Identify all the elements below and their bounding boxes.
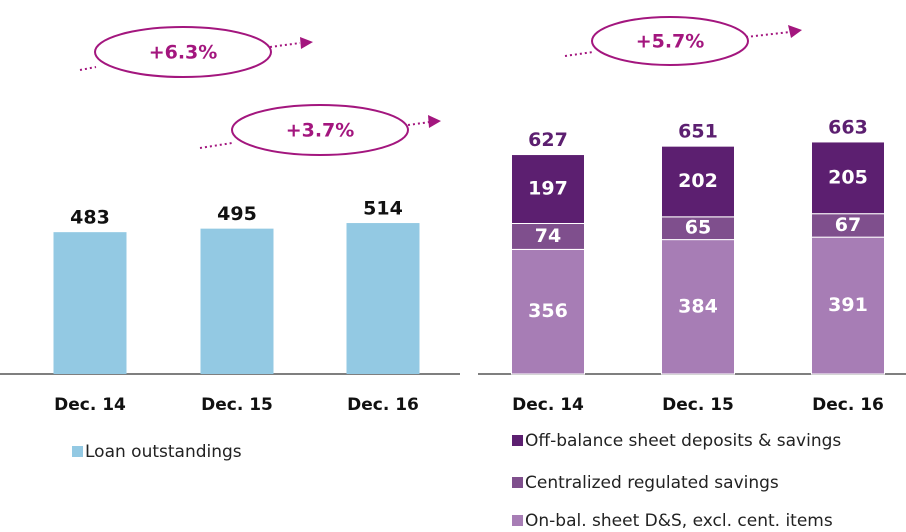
bar-segment [661, 239, 735, 375]
legend-label: Centralized regulated savings [525, 473, 779, 493]
value-label: 205 [828, 166, 868, 188]
value-label: 65 [685, 217, 711, 239]
legend-swatch [512, 477, 523, 488]
legend-label: Off-balance sheet deposits & savings [525, 431, 841, 451]
annotation: +3.7% [286, 120, 355, 142]
bar-segment [811, 141, 885, 215]
legend-swatch [512, 515, 523, 526]
annotation: +6.3% [149, 42, 218, 64]
legend-swatch [512, 435, 523, 446]
value-label: 514 [363, 198, 403, 220]
value-label: 483 [70, 207, 110, 229]
bar-segment [511, 154, 585, 224]
bar [200, 228, 274, 374]
x-tick-label: Dec. 16 [812, 395, 884, 415]
legend-label: On-bal. sheet D&S, excl. cent. items [525, 511, 833, 531]
value-label: 202 [678, 170, 718, 192]
growth-arrows [79, 16, 791, 156]
legend-swatch [72, 446, 83, 457]
arrow-heads [300, 25, 802, 128]
bar [346, 223, 420, 374]
value-label: 67 [835, 214, 861, 236]
total-label: 651 [678, 121, 718, 143]
value-label: 356 [528, 300, 568, 322]
total-label: 663 [828, 116, 868, 138]
value-label: 74 [535, 225, 561, 247]
x-tick-label: Dec. 15 [662, 395, 734, 415]
x-tick-label: Dec. 14 [512, 395, 584, 415]
value-label: 495 [217, 203, 257, 225]
total-label: 627 [528, 129, 568, 151]
bar-segment [511, 223, 585, 250]
annotation: +5.7% [636, 31, 705, 53]
value-label: 391 [828, 294, 868, 316]
value-label: 197 [528, 178, 568, 200]
bar-segment [661, 145, 735, 218]
x-tick-label: Dec. 14 [54, 395, 126, 415]
x-tick-label: Dec. 15 [201, 395, 273, 415]
value-label: 384 [678, 295, 718, 317]
bar [53, 232, 127, 374]
bar-segment [811, 236, 885, 375]
x-tick-label: Dec. 16 [347, 395, 419, 415]
legend-label: Loan outstandings [85, 442, 242, 462]
